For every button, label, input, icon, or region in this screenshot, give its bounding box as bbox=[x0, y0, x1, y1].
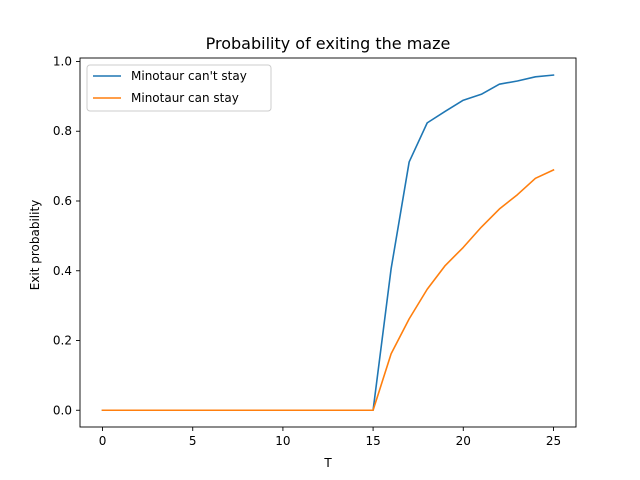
legend-label-0: Minotaur can't stay bbox=[131, 69, 247, 83]
x-tick-label: 0 bbox=[99, 434, 107, 448]
legend-label-1: Minotaur can stay bbox=[131, 91, 239, 105]
x-tick-label: 10 bbox=[275, 434, 290, 448]
x-tick-label: 20 bbox=[456, 434, 471, 448]
legend: Minotaur can't stay Minotaur can stay bbox=[86, 64, 272, 112]
plot-area: 0 5 10 15 20 25 0.0 0.2 0.4 0.6 0.8 1.0 bbox=[53, 54, 577, 448]
x-tick-label: 15 bbox=[365, 434, 380, 448]
chart-title: Probability of exiting the maze bbox=[206, 34, 451, 53]
series-line-1 bbox=[101, 168, 555, 412]
y-tick-label: 0.8 bbox=[53, 124, 72, 138]
y-axis-label: Exit probability bbox=[28, 200, 42, 291]
y-tick-label: 0.2 bbox=[53, 334, 72, 348]
series-line-0 bbox=[101, 74, 555, 412]
y-tick-label: 0.4 bbox=[53, 264, 72, 278]
y-tick-label: 0.0 bbox=[53, 403, 72, 417]
x-tick-label: 25 bbox=[546, 434, 561, 448]
x-axis-label: T bbox=[323, 456, 332, 470]
y-tick-label: 1.0 bbox=[53, 54, 72, 68]
legend-box bbox=[86, 64, 272, 112]
y-tick-label: 0.6 bbox=[53, 194, 72, 208]
axes-frame bbox=[79, 57, 577, 428]
x-tick-label: 5 bbox=[189, 434, 197, 448]
